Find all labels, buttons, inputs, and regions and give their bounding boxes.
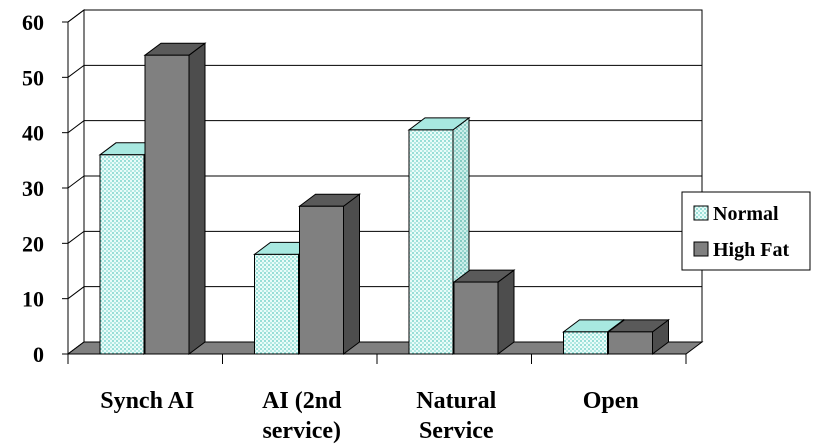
x-tick-label: Synch AI <box>100 388 194 414</box>
gridline <box>67 175 702 189</box>
gridline <box>67 120 702 134</box>
y-tick-label: 50 <box>22 65 44 90</box>
bar <box>607 318 670 355</box>
x-tick-label: Open <box>583 388 639 414</box>
bar <box>143 42 207 355</box>
bar-front <box>254 253 299 355</box>
bar-side <box>497 269 515 355</box>
legend-box <box>681 191 811 271</box>
gridlines <box>67 9 702 355</box>
bar-side <box>343 193 360 355</box>
x-tick-label: AI (2nd <box>262 388 342 414</box>
bar <box>452 269 516 355</box>
legend-entry: Normal <box>713 203 779 225</box>
gridline <box>67 230 702 244</box>
bar-front <box>453 281 499 355</box>
legend: Normal High Fat <box>681 191 811 271</box>
y-tick-label: 20 <box>22 231 44 256</box>
y-tick-label: 60 <box>22 10 44 35</box>
y-axis-ticks: 0 10 20 30 40 50 60 <box>22 10 687 367</box>
bar <box>298 193 361 355</box>
x-tick-label: service) <box>262 418 341 444</box>
y-tick-label: 40 <box>22 121 44 146</box>
y-tick-label: 0 <box>33 342 44 367</box>
bar-front <box>299 205 344 355</box>
bar-front <box>608 331 653 355</box>
x-axis-labels: Synch AI AI (2nd service) Natural Service Ope… <box>100 388 639 444</box>
bar-front <box>408 129 454 355</box>
legend-entry: High Fat <box>713 239 789 261</box>
bar-front <box>563 331 608 355</box>
y-tick-label: 10 <box>22 287 44 312</box>
bar-side <box>188 42 206 355</box>
legend-swatch <box>693 205 709 221</box>
gridline <box>67 64 702 78</box>
bar-front <box>144 54 190 355</box>
x-tick-label: Service <box>419 418 494 444</box>
bars <box>98 42 670 355</box>
bar-front <box>99 154 145 355</box>
legend-swatch <box>693 241 709 257</box>
x-tick-label: Natural <box>416 388 496 414</box>
gridline <box>67 9 702 23</box>
y-tick-label: 30 <box>22 176 44 201</box>
